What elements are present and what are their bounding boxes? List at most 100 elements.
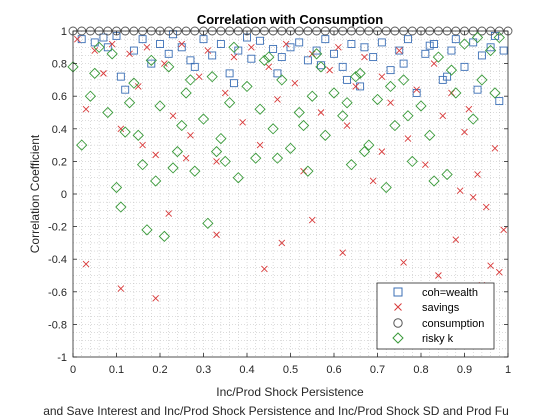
data-point-square (312, 46, 321, 55)
legend-marker-circle (393, 318, 403, 328)
data-point-diamond (415, 100, 427, 112)
data-point-x (152, 295, 159, 302)
y-tick-label: -0.2 (48, 222, 67, 234)
y-tick-label: -0.8 (48, 319, 67, 331)
data-point-square (208, 51, 217, 60)
data-point-x (134, 83, 142, 90)
data-point-diamond (310, 48, 323, 60)
data-point-x (82, 260, 90, 268)
data-point-square (486, 43, 495, 52)
data-point-diamond (406, 155, 418, 168)
data-point-square (495, 97, 504, 106)
data-point-square (425, 41, 434, 50)
data-point-diamond (150, 175, 162, 187)
data-point-diamond (254, 103, 266, 115)
y-tick-label: 0.8 (52, 59, 67, 71)
data-point-square (273, 69, 282, 78)
legend-item-consumption: consumption (393, 318, 484, 330)
data-point-x (378, 73, 386, 80)
data-point-x (326, 66, 333, 74)
data-point-diamond (215, 132, 227, 145)
x-tick-label: 0.7 (370, 364, 385, 376)
data-point-x (126, 50, 133, 58)
data-point-diamond (250, 152, 262, 164)
data-point-square (499, 46, 508, 55)
data-point-diamond (402, 110, 414, 122)
data-point-square (473, 85, 482, 94)
data-point-diamond (123, 97, 136, 109)
y-axis-title: Correlation Coefficient (28, 134, 42, 253)
data-point-diamond (432, 51, 445, 63)
y-tick-label: 0.4 (52, 124, 67, 136)
data-point-diamond (128, 77, 140, 89)
data-point-diamond (76, 139, 88, 151)
data-point-diamond (389, 119, 401, 132)
x-tick-label: 0.8 (413, 364, 428, 376)
data-point-diamond (306, 90, 318, 102)
data-point-diamond (489, 87, 501, 99)
data-point-x (343, 122, 351, 129)
data-point-diamond (450, 87, 462, 99)
data-point-diamond (163, 61, 175, 73)
data-point-x (221, 89, 229, 97)
x-tick-label: 0.6 (326, 364, 341, 376)
data-point-square (147, 59, 156, 68)
data-point-x (435, 272, 442, 279)
data-point-square (295, 38, 304, 47)
x-axis-title-secondary: and Save Interest and Inc/Prod Shock Per… (43, 404, 509, 418)
data-point-diamond (371, 93, 384, 106)
x-axis-title: Inc/Prod Shock Persistence (216, 385, 364, 399)
data-point-x (256, 141, 264, 149)
data-point-x (491, 145, 499, 152)
data-point-x (461, 128, 468, 136)
data-point-x (448, 89, 455, 97)
data-point-diamond (180, 87, 192, 99)
data-point-x (178, 40, 186, 48)
data-point-x (317, 109, 325, 116)
data-point-x (82, 105, 90, 113)
data-point-diamond (467, 113, 479, 125)
data-point-square (269, 44, 278, 53)
data-point-square (395, 46, 404, 55)
data-point-diamond (358, 145, 371, 158)
data-point-x (369, 177, 377, 185)
data-point-x (248, 43, 255, 51)
data-point-diamond (106, 48, 118, 60)
y-tick-label: 0.6 (52, 91, 67, 103)
data-point-diamond (258, 54, 271, 66)
data-point-square (199, 35, 208, 44)
data-point-x (387, 99, 394, 107)
data-point-square (225, 69, 234, 78)
chart-title: Correlation with Consumption (197, 12, 383, 27)
data-point-x (495, 268, 503, 276)
data-point-x (469, 193, 477, 201)
data-point-square (347, 40, 356, 48)
data-point-x (108, 40, 116, 48)
data-point-x (282, 40, 290, 48)
data-point-diamond (484, 44, 497, 57)
data-point-diamond (397, 74, 410, 86)
data-point-square (77, 35, 86, 44)
data-point-diamond (171, 145, 184, 158)
data-point-square (186, 56, 195, 65)
data-point-diamond (471, 31, 484, 44)
data-point-square (216, 40, 225, 48)
data-point-x (335, 43, 342, 51)
data-point-square (229, 79, 238, 88)
data-point-square (190, 62, 199, 71)
data-point-diamond (84, 90, 97, 102)
data-point-square (277, 53, 286, 62)
data-point-square (138, 35, 147, 44)
data-point-diamond (219, 155, 231, 168)
data-point-square (447, 46, 456, 55)
data-point-x (143, 43, 151, 51)
data-point-square (303, 56, 312, 65)
data-point-diamond (206, 71, 218, 83)
data-point-square (156, 40, 164, 48)
data-point-diamond (345, 159, 358, 171)
data-point-diamond (110, 181, 123, 194)
data-point-square (399, 59, 408, 68)
series-coh-wealth (77, 30, 508, 106)
data-point-x (213, 158, 220, 165)
legend-label: coh=wealth (422, 287, 478, 299)
